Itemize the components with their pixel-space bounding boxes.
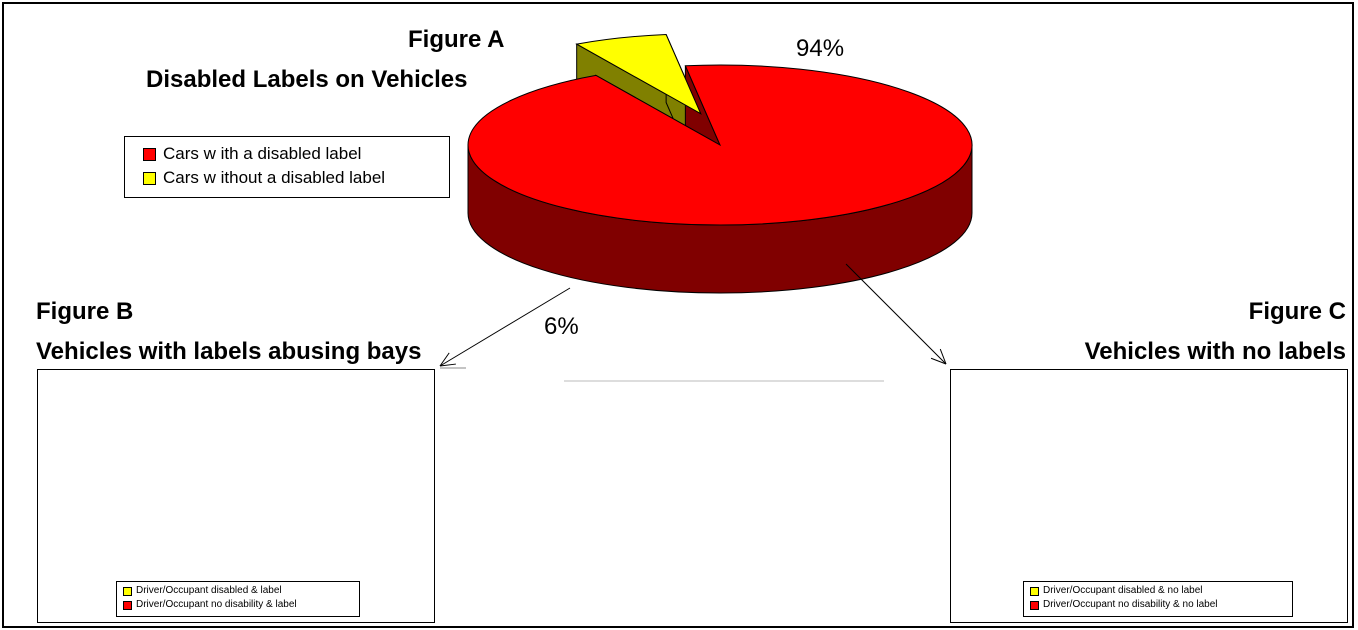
legend-item: Cars w ithout a disabled label bbox=[143, 166, 449, 190]
legend-label: Driver/Occupant no disability & no label bbox=[1043, 599, 1218, 610]
figure-b-legend: Driver/Occupant disabled & label Driver/… bbox=[116, 581, 360, 617]
figure-a-legend: Cars w ith a disabled label Cars w ithou… bbox=[124, 136, 450, 198]
legend-item: Driver/Occupant no disability & no label bbox=[1030, 598, 1292, 612]
figure-a-title: Figure A bbox=[408, 26, 505, 53]
figure-c-title: Figure C bbox=[1248, 298, 1346, 325]
figure-c-legend: Driver/Occupant disabled & no label Driv… bbox=[1023, 581, 1293, 617]
legend-label: Cars w ith a disabled label bbox=[163, 144, 362, 163]
legend-swatch-yellow bbox=[143, 171, 156, 185]
figure-a-subtitle: Disabled Labels on Vehicles bbox=[146, 66, 468, 93]
figure-b-subtitle: Vehicles with labels abusing bays bbox=[36, 338, 422, 365]
figure-c-subtitle: Vehicles with no labels bbox=[1084, 338, 1346, 365]
legend-swatch-red bbox=[143, 147, 156, 161]
legend-item: Cars w ith a disabled label bbox=[143, 142, 449, 166]
legend-swatch-red bbox=[1030, 600, 1039, 610]
arrow-to-figure-b-head bbox=[439, 363, 456, 367]
arrow-to-figure-c bbox=[845, 263, 947, 365]
legend-label: Driver/Occupant disabled & no label bbox=[1043, 585, 1203, 596]
figure-c-panel: Driver/Occupant disabled & no label Driv… bbox=[950, 369, 1348, 623]
legend-item: Driver/Occupant disabled & label bbox=[123, 584, 359, 598]
legend-item: Driver/Occupant disabled & no label bbox=[1030, 584, 1292, 598]
figure-b-panel: Driver/Occupant disabled & label Driver/… bbox=[37, 369, 435, 623]
legend-label: Driver/Occupant disabled & label bbox=[136, 585, 282, 596]
data-label-6: 6% bbox=[544, 313, 579, 340]
figure-b-title: Figure B bbox=[36, 298, 134, 325]
arrow-to-figure-c-head bbox=[930, 357, 947, 365]
legend-item: Driver/Occupant no disability & label bbox=[123, 598, 359, 612]
data-label-94: 94% bbox=[796, 35, 844, 62]
legend-label: Cars w ithout a disabled label bbox=[163, 168, 386, 187]
pie-slice bbox=[467, 64, 973, 226]
legend-swatch-red bbox=[123, 600, 132, 610]
legend-swatch-yellow bbox=[1030, 586, 1039, 596]
arrow-to-figure-c-head bbox=[939, 348, 947, 365]
legend-swatch-yellow bbox=[123, 586, 132, 596]
pie-slice bbox=[575, 33, 702, 115]
legend-label: Driver/Occupant no disability & label bbox=[136, 599, 297, 610]
arrow-to-figure-b bbox=[439, 287, 571, 367]
arrow-to-figure-b-head bbox=[439, 352, 450, 367]
